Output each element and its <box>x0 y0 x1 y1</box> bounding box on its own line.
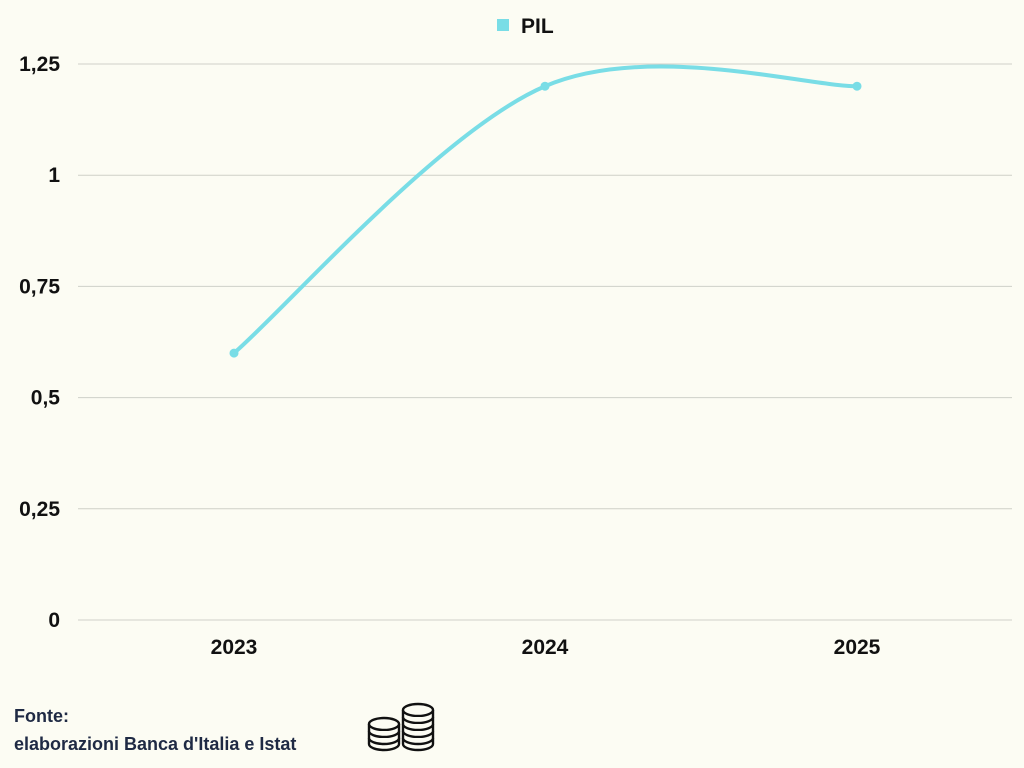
y-tick-label: 1 <box>48 164 60 187</box>
series-pil <box>229 64 862 358</box>
y-tick-label: 0,5 <box>31 387 61 410</box>
source-text: elaborazioni Banca d'Italia e Istat <box>14 734 297 754</box>
y-tick-label: 0 <box>48 609 60 632</box>
x-axis: 2023 2024 2025 <box>211 636 881 659</box>
x-tick-label: 2024 <box>522 636 569 659</box>
gridlines <box>78 63 1012 621</box>
y-tick-label: 0,75 <box>19 275 60 298</box>
y-tick-label: 1,25 <box>19 53 60 76</box>
legend: PIL <box>497 15 554 38</box>
coins-icon <box>367 702 435 752</box>
source-label: Fonte: <box>14 706 69 726</box>
y-tick-label: 0,25 <box>19 498 60 521</box>
data-point <box>852 81 862 91</box>
data-point <box>229 348 239 358</box>
source-note: Fonte: elaborazioni Banca d'Italia e Ist… <box>14 702 296 758</box>
series-line-pil <box>232 64 859 356</box>
x-tick-label: 2025 <box>834 636 881 659</box>
y-axis: 0 0,25 0,5 0,75 1 1,25 <box>19 53 60 632</box>
x-tick-label: 2023 <box>211 636 258 659</box>
data-point <box>540 81 550 91</box>
legend-swatch-pil <box>497 19 509 31</box>
legend-label-pil: PIL <box>521 15 554 38</box>
